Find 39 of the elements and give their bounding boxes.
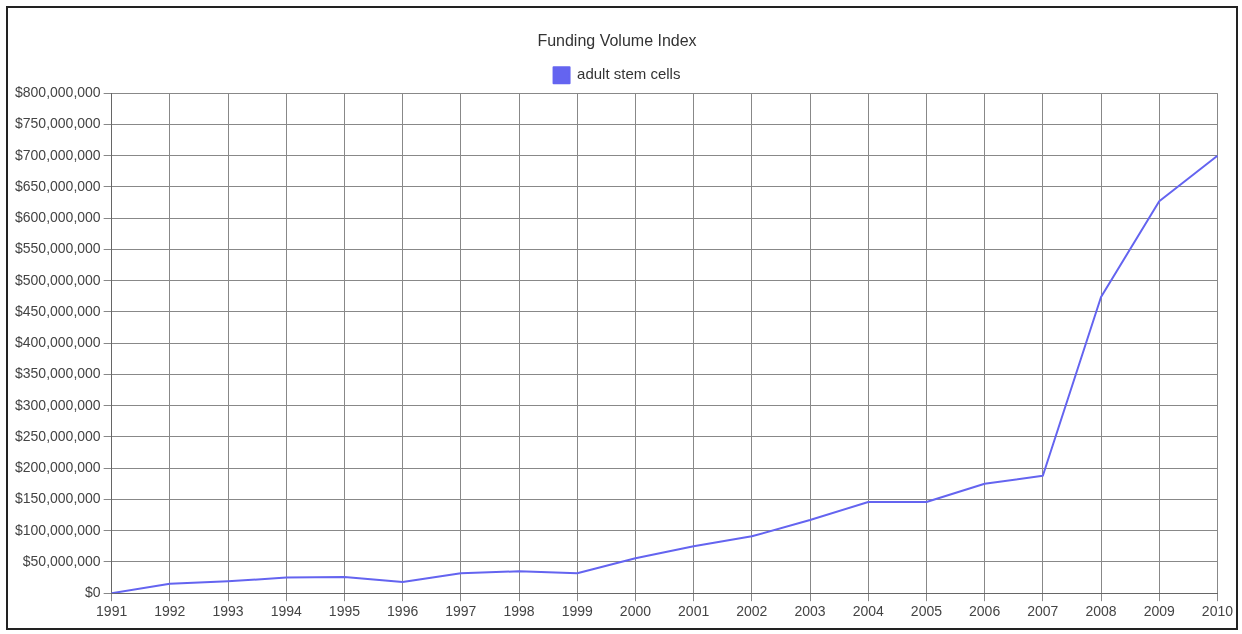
legend-label: adult stem cells xyxy=(577,65,681,83)
y-tick-label: $250,000,000 xyxy=(15,427,101,444)
y-tick-label: $50,000,000 xyxy=(22,552,101,569)
x-tick-label: 1994 xyxy=(270,603,303,620)
y-tick-label: $100,000,000 xyxy=(15,521,101,538)
y-tick-label: $150,000,000 xyxy=(15,490,101,507)
y-tick-label: $600,000,000 xyxy=(15,209,101,226)
x-tick-label: 2002 xyxy=(736,603,768,620)
x-tick-label: 2005 xyxy=(910,603,943,620)
y-tick-label: $400,000,000 xyxy=(15,334,101,351)
x-tick-label: 1995 xyxy=(328,603,361,620)
x-tick-label: 2003 xyxy=(794,603,826,620)
x-tick-label: 2001 xyxy=(678,603,710,620)
x-tick-label: 1991 xyxy=(96,603,128,620)
x-tick-label: 1999 xyxy=(561,603,594,620)
y-tick-label: $350,000,000 xyxy=(15,365,101,382)
y-tick-label: $650,000,000 xyxy=(15,177,101,194)
chart-title: Funding Volume Index xyxy=(537,32,697,50)
y-tick-label: $550,000,000 xyxy=(15,240,101,257)
x-tick-label: 2004 xyxy=(852,603,885,620)
x-tick-label: 2010 xyxy=(1201,603,1234,620)
y-tick-label: $750,000,000 xyxy=(15,115,101,132)
x-tick-label: 2009 xyxy=(1143,603,1176,620)
x-tick-label: 2000 xyxy=(619,603,652,620)
y-tick-label: $200,000,000 xyxy=(15,459,101,476)
y-tick-label: $450,000,000 xyxy=(15,302,101,319)
x-tick-label: 2007 xyxy=(1027,603,1059,620)
x-tick-label: 1996 xyxy=(387,603,419,620)
y-tick-label: $800,000,000 xyxy=(15,84,101,101)
x-tick-label: 1997 xyxy=(445,603,477,620)
x-tick-label: 1993 xyxy=(212,603,244,620)
x-tick-label: 1992 xyxy=(154,603,186,620)
y-tick-label: $300,000,000 xyxy=(15,396,101,413)
x-tick-label: 1998 xyxy=(503,603,535,620)
y-tick-label: $500,000,000 xyxy=(15,271,101,288)
x-tick-label: 2006 xyxy=(969,603,1001,620)
y-tick-label: $0 xyxy=(85,584,101,601)
x-tick-label: 2008 xyxy=(1085,603,1117,620)
y-tick-label: $700,000,000 xyxy=(15,146,101,163)
